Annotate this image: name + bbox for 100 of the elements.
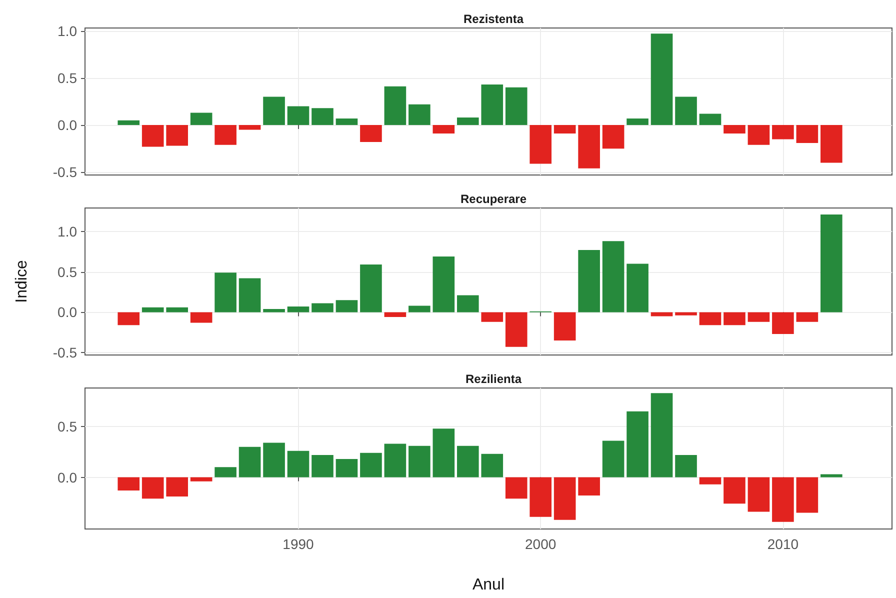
y-axis-title: Indice: [14, 260, 30, 303]
bar: [748, 477, 770, 512]
chart-title: Recuperare: [460, 192, 527, 206]
bar: [748, 125, 770, 145]
bar: [456, 118, 479, 126]
x-tick-label: 1990: [282, 536, 314, 552]
bar: [481, 312, 504, 322]
bar: [214, 125, 236, 145]
bar: [118, 120, 140, 126]
x-tick-label: 2010: [767, 536, 799, 552]
bar: [554, 477, 576, 520]
bar: [699, 312, 722, 326]
bar: [238, 125, 261, 130]
bar: [820, 214, 842, 312]
bar: [820, 474, 842, 478]
bar: [578, 477, 600, 496]
bar: [796, 477, 818, 513]
bar: [166, 125, 188, 146]
bar: [796, 125, 818, 143]
bar: [166, 477, 188, 497]
bar: [312, 303, 334, 312]
bar: [724, 125, 746, 134]
bar: [432, 125, 455, 134]
bar: [481, 84, 504, 126]
bar: [675, 96, 697, 126]
bar: [118, 312, 140, 326]
y-tick-label: 1.0: [58, 22, 78, 39]
x-tick-label: 2000: [525, 536, 556, 552]
bar: [505, 87, 528, 126]
bar: [214, 467, 236, 478]
bar: [626, 264, 648, 312]
bar: [650, 312, 673, 316]
bar: [384, 444, 406, 478]
bar: [554, 312, 576, 340]
bar: [238, 278, 261, 312]
y-tick-label: 1.0: [58, 223, 78, 240]
bar: [336, 300, 358, 312]
bar: [432, 256, 455, 312]
bar: [263, 442, 285, 478]
bar: [578, 125, 600, 168]
bar: [505, 312, 528, 347]
bar: [554, 125, 576, 134]
bar: [190, 312, 212, 323]
bar: [287, 306, 310, 312]
bar: [530, 125, 552, 164]
bar: [772, 312, 794, 334]
chart-title: Rezistenta: [463, 12, 524, 26]
bar: [456, 446, 479, 478]
bar: [505, 477, 528, 499]
y-tick-label: -0.5: [52, 164, 78, 180]
chart-title: Rezilienta: [465, 372, 522, 386]
y-tick-label: 0.0: [58, 117, 78, 134]
x-axis-title: Anul: [472, 576, 505, 594]
bar: [312, 108, 334, 126]
bar: [190, 112, 212, 126]
bar: [238, 446, 261, 478]
bar: [142, 125, 164, 147]
bar: [142, 477, 164, 499]
bar: [432, 428, 455, 478]
bar: [481, 454, 504, 478]
bar: [675, 454, 697, 478]
bar: [166, 307, 188, 312]
bar: [287, 450, 310, 478]
bar: [360, 125, 382, 142]
bar: [263, 308, 285, 312]
bar: [699, 114, 722, 126]
bar: [724, 312, 746, 326]
bar: [650, 393, 673, 478]
bar: [650, 34, 673, 126]
bar: [360, 264, 382, 312]
bar: [748, 312, 770, 322]
bar: [408, 446, 430, 478]
bar: [772, 477, 794, 522]
y-tick-label: 0.0: [58, 469, 78, 486]
bar: [530, 477, 552, 517]
bar: [626, 411, 648, 478]
bar: [602, 440, 624, 478]
bar: [384, 312, 406, 318]
bar: [360, 452, 382, 478]
bar: [724, 477, 746, 504]
bar: [214, 272, 236, 312]
y-tick-label: 0.5: [58, 70, 78, 86]
bar: [408, 104, 430, 126]
bar: [263, 96, 285, 126]
bar: [287, 106, 310, 126]
y-tick-label: 0.0: [58, 304, 78, 320]
bar: [336, 459, 358, 478]
bar: [142, 307, 164, 312]
bar: [190, 477, 212, 482]
bar: [118, 477, 140, 490]
bar: [408, 306, 430, 312]
bar: [602, 241, 624, 312]
bar: [796, 312, 818, 322]
bar: [675, 312, 697, 316]
y-tick-label: 0.5: [58, 418, 78, 435]
bar: [456, 295, 479, 312]
bar: [578, 250, 600, 312]
y-tick-label: 0.5: [58, 264, 78, 280]
bar: [772, 125, 794, 140]
bar: [384, 86, 406, 126]
